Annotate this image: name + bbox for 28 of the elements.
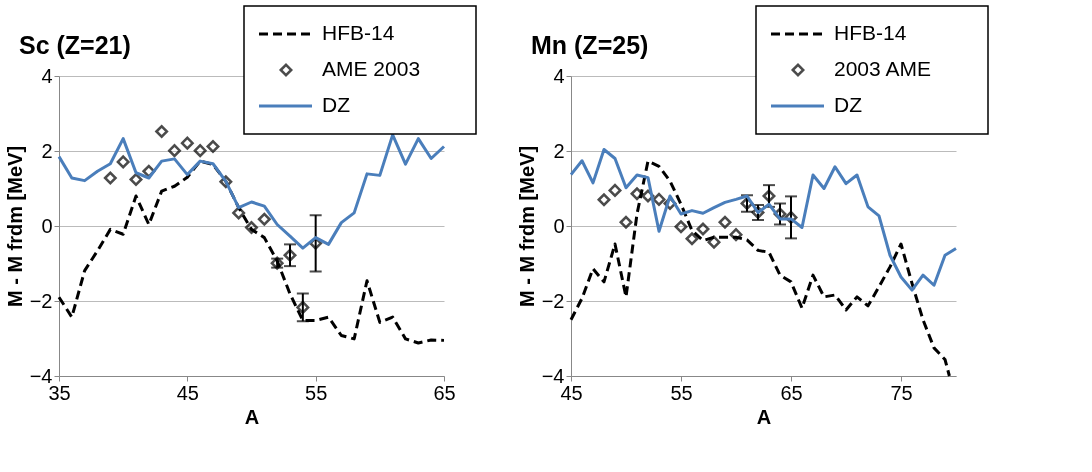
x-tick-label: 65 bbox=[780, 381, 803, 404]
y-axis-title: M - M frdm [MeV] bbox=[515, 145, 538, 308]
legend-label: DZ bbox=[834, 93, 863, 116]
legend-label: HFB-14 bbox=[834, 21, 907, 44]
y-tick-label: −4 bbox=[541, 364, 565, 387]
x-tick-label: 45 bbox=[176, 381, 199, 404]
legend-label: 2003 AME bbox=[834, 57, 931, 80]
y-tick-label: −4 bbox=[29, 364, 53, 387]
x-tick-label: 55 bbox=[305, 381, 328, 404]
x-tick-label: 65 bbox=[433, 381, 456, 404]
y-tick-label: 4 bbox=[41, 64, 53, 87]
x-tick-label: 75 bbox=[890, 381, 913, 404]
chart-title: Mn (Z=25) bbox=[531, 31, 649, 59]
y-axis-title: M - M frdm [MeV] bbox=[3, 145, 26, 308]
y-tick-label: 0 bbox=[41, 214, 53, 237]
x-tick-label: 55 bbox=[670, 381, 693, 404]
legend-label: HFB-14 bbox=[322, 21, 395, 44]
y-tick-label: 0 bbox=[553, 214, 565, 237]
legend-label: DZ bbox=[322, 93, 351, 116]
legend-label: AME 2003 bbox=[322, 57, 421, 80]
x-axis-title: A bbox=[756, 405, 772, 428]
y-tick-label: 4 bbox=[553, 64, 565, 87]
x-axis-title: A bbox=[244, 405, 260, 428]
y-tick-label: 2 bbox=[553, 139, 565, 162]
y-tick-label: 2 bbox=[41, 139, 53, 162]
chart-title: Sc (Z=21) bbox=[19, 31, 131, 59]
y-tick-label: −2 bbox=[541, 289, 565, 312]
y-tick-label: −2 bbox=[29, 289, 53, 312]
